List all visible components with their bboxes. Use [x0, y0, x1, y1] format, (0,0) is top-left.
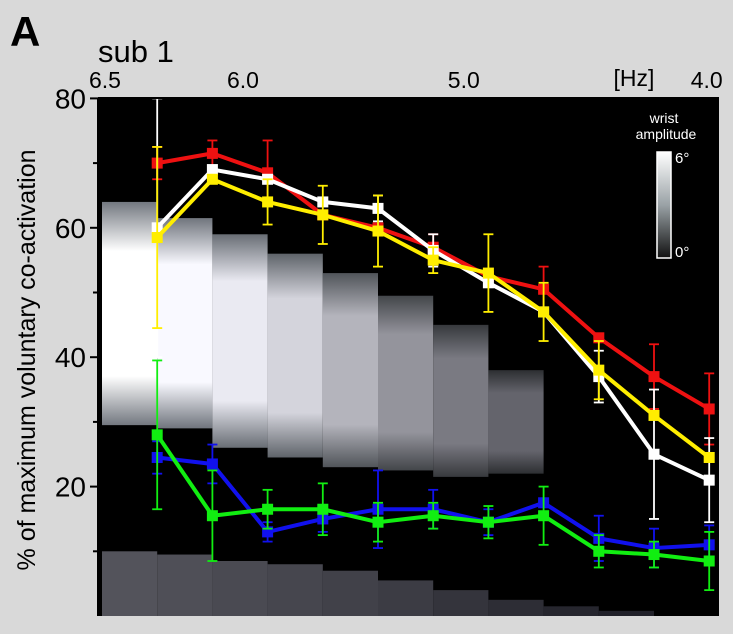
legend-min-label: 0°: [675, 244, 689, 261]
data-point: [206, 510, 218, 522]
legend-max-label: 6°: [675, 150, 689, 167]
heat-band-upper: [433, 324, 489, 477]
top-axis-unit: [Hz]: [614, 65, 655, 91]
y-tick-label: 60: [55, 213, 86, 244]
axes: 20 40 60 806.5 6.0 5.0 4.0 [Hz]: [55, 65, 723, 616]
chart-title: sub 1: [98, 34, 174, 69]
data-point: [372, 225, 384, 237]
data-point: [703, 451, 715, 463]
heat-band-upper: [212, 234, 268, 448]
data-point: [703, 555, 715, 567]
data-point: [482, 267, 494, 279]
data-point: [538, 510, 550, 522]
data-point: [206, 164, 218, 176]
heat-band-lower: [488, 599, 544, 616]
data-point: [262, 526, 274, 538]
heat-band-lower: [267, 564, 323, 616]
heat-band-upper: [322, 273, 378, 468]
heat-band-upper: [267, 253, 323, 458]
data-point: [372, 516, 384, 528]
data-point: [427, 510, 439, 522]
data-point: [482, 516, 494, 528]
series-yellow: [151, 146, 715, 463]
y-axis-label: % of maximum voluntary co-activation: [13, 150, 41, 571]
data-point: [593, 332, 605, 344]
top-tick-label: 5.0: [448, 67, 480, 93]
heat-band-lower: [598, 610, 654, 616]
legend-title-line1: wrist: [649, 110, 679, 126]
data-point: [206, 458, 218, 470]
heat-band-lower: [543, 606, 599, 616]
heat-band-lower: [433, 590, 489, 616]
data-point: [262, 503, 274, 515]
data-point: [262, 167, 274, 179]
legend-colorbar: [656, 151, 672, 259]
data-point: [703, 403, 715, 415]
series-green: [151, 359, 715, 592]
heat-band-lower: [322, 570, 378, 616]
data-point: [703, 474, 715, 486]
heat-band-upper: [102, 201, 158, 426]
data-point: [427, 254, 439, 266]
series-layer: [151, 97, 715, 592]
data-point: [317, 209, 329, 221]
data-point: [593, 364, 605, 376]
y-tick-label: 40: [55, 342, 86, 373]
legend-title-line2: amplitude: [636, 126, 697, 142]
top-tick-label: 6.5: [89, 67, 121, 93]
heat-band-lower: [157, 554, 213, 616]
amplitude-heatmap: [102, 201, 654, 616]
data-point: [151, 429, 163, 441]
panel-label: A: [10, 8, 40, 55]
top-tick-label: 6.0: [227, 67, 259, 93]
heat-band-lower: [212, 561, 268, 616]
heat-band-upper: [488, 370, 544, 474]
heat-band-lower: [378, 580, 434, 616]
data-point: [593, 545, 605, 557]
data-point: [262, 196, 274, 208]
data-point: [538, 306, 550, 318]
data-point: [151, 232, 163, 244]
y-tick-label: 20: [55, 472, 86, 503]
data-point: [648, 448, 660, 460]
heat-band-lower: [102, 551, 158, 616]
y-tick-label: 80: [55, 83, 86, 114]
data-point: [648, 371, 660, 383]
data-point: [206, 147, 218, 159]
data-point: [648, 409, 660, 421]
data-point: [317, 503, 329, 515]
data-point: [206, 173, 218, 185]
heat-band-upper: [378, 295, 434, 471]
heat-band-upper: [157, 218, 213, 429]
data-point: [648, 549, 660, 561]
top-tick-label: 4.0: [691, 67, 723, 93]
